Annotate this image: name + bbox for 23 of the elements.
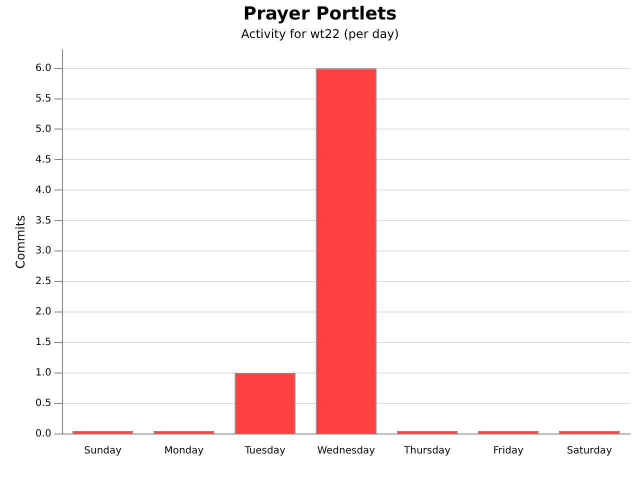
y-tick-label: 2.0	[35, 306, 52, 318]
y-tick-label: 4.5	[35, 154, 52, 166]
x-tick-label: Saturday	[566, 446, 612, 457]
x-tick-label: Monday	[164, 446, 204, 457]
y-tick-label: 1.5	[35, 337, 52, 348]
y-tick-label: 0.0	[35, 428, 52, 440]
y-tick-label: 2.5	[35, 276, 52, 288]
y-tick-label: 5.0	[35, 124, 52, 135]
chart-title: Prayer Portlets	[243, 3, 397, 24]
y-tick-label: 1.0	[35, 368, 52, 379]
y-tick-label: 3.0	[35, 246, 52, 257]
x-tick-label: Friday	[493, 446, 524, 457]
x-tick-label: Sunday	[84, 446, 122, 457]
x-tick-label: Thursday	[403, 446, 451, 457]
y-axis-title: Commits	[13, 215, 28, 269]
chart-subtitle: Activity for wt22 (per day)	[241, 26, 399, 41]
y-tick-label: 5.5	[35, 93, 52, 104]
y-tick-label: 3.5	[35, 215, 52, 226]
y-tick-label: 4.0	[35, 184, 52, 196]
y-tick-label: 0.5	[35, 398, 52, 410]
x-tick-label: Tuesday	[244, 446, 286, 457]
y-tick-label: 6.0	[35, 62, 52, 74]
x-tick-label: Wednesday	[317, 446, 376, 457]
